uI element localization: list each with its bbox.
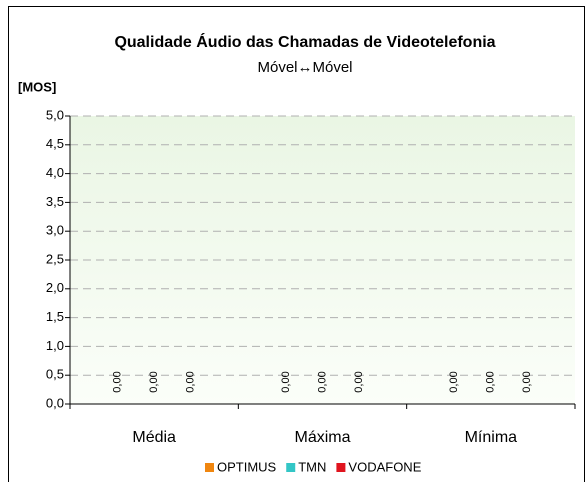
legend-label: VODAFONE bbox=[348, 459, 421, 474]
legend-swatch bbox=[205, 463, 214, 472]
x-tick-label: Máxima bbox=[294, 429, 350, 446]
y-tick-label: 2,0 bbox=[46, 280, 64, 295]
value-label: 0,00 bbox=[112, 371, 124, 392]
value-label: 0,00 bbox=[280, 371, 292, 392]
legend-label: OPTIMUS bbox=[217, 459, 277, 474]
y-tick-label: 2,5 bbox=[46, 251, 64, 266]
chart-title: Qualidade Áudio das Chamadas de Videotel… bbox=[114, 32, 495, 51]
y-tick-label: 5,0 bbox=[46, 107, 64, 122]
value-label: 0,00 bbox=[316, 371, 328, 392]
value-label: 0,00 bbox=[485, 371, 497, 392]
x-tick-label: Média bbox=[132, 429, 176, 446]
y-tick-label: 0,5 bbox=[46, 367, 64, 382]
legend-swatch bbox=[336, 463, 346, 472]
y-tick-label: 3,0 bbox=[46, 223, 64, 238]
y-tick-label: 4,5 bbox=[46, 136, 64, 151]
value-label: 0,00 bbox=[148, 371, 160, 392]
value-label: 0,00 bbox=[448, 371, 460, 392]
y-axis-label: [MOS] bbox=[18, 79, 56, 94]
chart-subtitle: Móvel↔Móvel bbox=[257, 59, 352, 76]
legend-label: TMN bbox=[298, 459, 326, 474]
value-label: 0,00 bbox=[521, 371, 533, 392]
legend-swatch bbox=[286, 463, 296, 472]
value-label: 0,00 bbox=[185, 371, 197, 392]
y-tick-label: 0,0 bbox=[46, 395, 64, 410]
x-tick-label: Mínima bbox=[465, 429, 518, 446]
y-tick-label: 4,0 bbox=[46, 165, 64, 180]
y-tick-label: 1,5 bbox=[46, 309, 64, 324]
y-tick-label: 1,0 bbox=[46, 338, 64, 353]
y-tick-label: 3,5 bbox=[46, 194, 64, 209]
value-label: 0,00 bbox=[353, 371, 365, 392]
